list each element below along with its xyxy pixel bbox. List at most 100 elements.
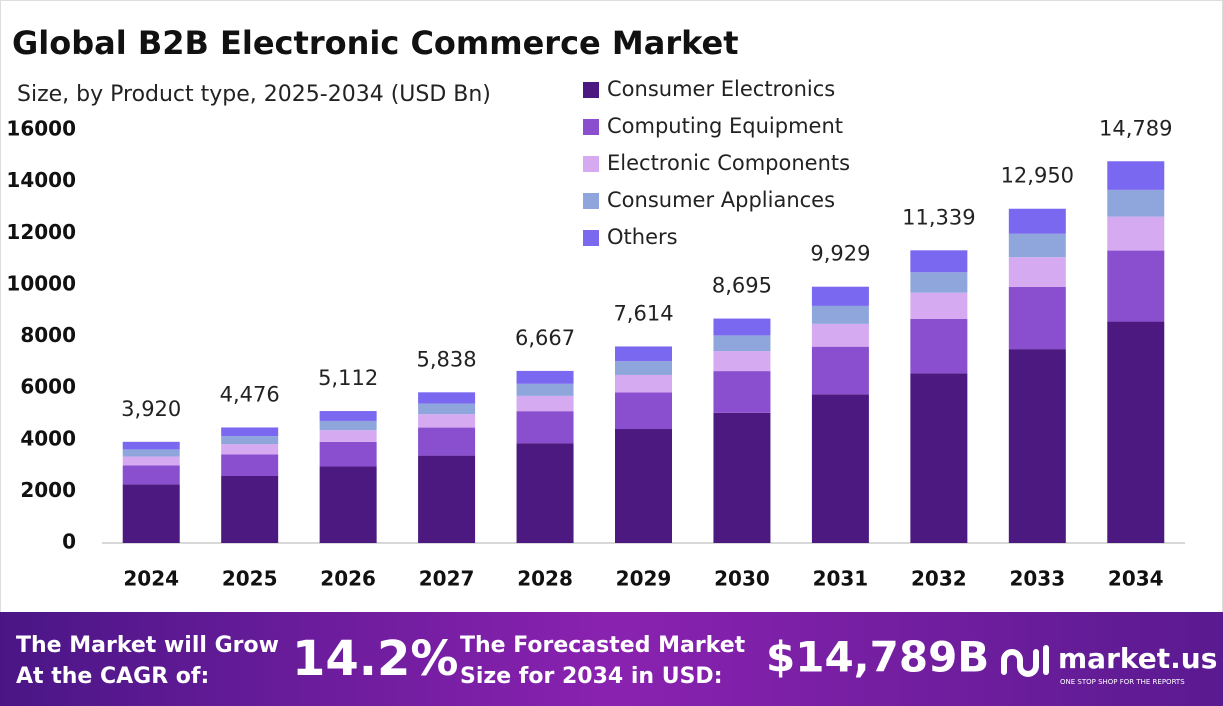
x-tick-label: 2031 [813, 567, 869, 591]
bar-segment [319, 441, 377, 467]
total-label: 6,667 [515, 326, 575, 350]
bar-segment [516, 411, 574, 444]
bar-segment [221, 427, 279, 437]
bar-segment [1107, 321, 1165, 543]
legend-label: Computing Equipment [607, 114, 843, 138]
x-tick-label: 2034 [1108, 567, 1164, 591]
bar-segment [713, 351, 771, 372]
y-tick-label: 12000 [6, 220, 76, 244]
x-tick-label: 2026 [320, 567, 376, 591]
cagr-text: The Market will Grow [16, 633, 279, 658]
bar-segment [122, 465, 180, 485]
y-tick-label: 0 [62, 530, 76, 554]
bar-segment [1008, 257, 1066, 287]
legend-label: Electronic Components [607, 151, 850, 175]
bar-segment [221, 444, 279, 455]
brand-name: market.us [1058, 642, 1217, 675]
size-text: Size for 2034 in USD: [460, 664, 723, 689]
bar-segment [418, 392, 476, 404]
bar-segment [615, 429, 672, 543]
y-tick-label: 6000 [20, 375, 76, 399]
bar-segment [1107, 161, 1165, 190]
bar-segment [319, 466, 377, 543]
bar-segment [910, 272, 968, 293]
bar-segment [319, 411, 377, 421]
y-tick-label: 16000 [6, 117, 76, 141]
brand-logo [1001, 645, 1049, 677]
legend-swatch [583, 156, 599, 172]
legend: Consumer Electronics Computing Equipment E… [583, 77, 850, 249]
bar-segment [615, 374, 672, 393]
total-label: 7,614 [613, 301, 673, 325]
y-tick-label: 14000 [6, 168, 76, 192]
bar-segment [713, 335, 771, 352]
brand-tagline: ONE STOP SHOP FOR THE REPORTS [1060, 678, 1185, 686]
y-tick-label: 8000 [20, 323, 76, 347]
bar-segment [221, 436, 279, 445]
bar-segment [418, 403, 476, 415]
bar-segment [615, 346, 672, 362]
y-tick-label: 4000 [20, 426, 76, 450]
bar-segment [713, 318, 771, 336]
bar-segment [1008, 233, 1066, 258]
cagr-text: At the CAGR of: [16, 664, 209, 689]
x-tick-label: 2033 [1009, 567, 1065, 591]
bar-segment [319, 430, 377, 442]
bar-segment [811, 346, 869, 395]
total-label: 8,695 [712, 274, 772, 298]
legend-label: Others [607, 225, 678, 249]
total-label: 12,950 [1001, 164, 1074, 188]
size-text: The Forecasted Market [460, 633, 746, 658]
bar-segment [1008, 286, 1066, 350]
bar-segment [418, 427, 476, 456]
bar-segment [122, 456, 180, 466]
legend-label: Consumer Electronics [607, 77, 835, 101]
bar-segment [122, 484, 180, 543]
total-label: 3,920 [121, 397, 181, 421]
chart-subtitle: Size, by Product type, 2025-2034 (USD Bn… [17, 82, 491, 107]
bar-segment [1008, 349, 1066, 543]
bar-segment [516, 383, 574, 396]
bar-segment [910, 373, 968, 543]
bar-segment [615, 392, 672, 430]
size-value: $14,789B [766, 633, 989, 682]
legend-swatch [583, 82, 599, 98]
bar-segment [615, 361, 672, 375]
cagr-value: 14.2% [292, 631, 459, 687]
bar-segment [1107, 250, 1165, 322]
x-tick-label: 2029 [616, 567, 672, 591]
x-tick-label: 2025 [222, 567, 278, 591]
bar-segment [221, 454, 279, 476]
footer-band [0, 612, 1223, 706]
legend-swatch [583, 230, 599, 246]
bar-segment [516, 395, 574, 412]
bar-segment [516, 370, 574, 384]
total-label: 11,339 [902, 205, 975, 229]
legend-swatch [583, 119, 599, 135]
total-label: 5,838 [417, 347, 477, 371]
legend-swatch [583, 193, 599, 209]
bar-segment [1008, 208, 1066, 234]
x-tick-label: 2030 [714, 567, 770, 591]
x-tick-label: 2032 [911, 567, 967, 591]
total-label: 14,789 [1099, 116, 1172, 140]
x-tick-label: 2027 [419, 567, 475, 591]
y-tick-label: 2000 [20, 478, 76, 502]
bar-segment [418, 414, 476, 428]
bar-segment [713, 371, 771, 413]
x-tick-label: 2028 [517, 567, 573, 591]
legend-label: Consumer Appliances [607, 188, 835, 212]
x-tick-label: 2024 [123, 567, 179, 591]
bar-segment [811, 323, 869, 347]
bar-segment [418, 455, 476, 543]
bar-segment [811, 394, 869, 543]
bar-segment [1107, 216, 1165, 251]
bar-segment [516, 443, 574, 543]
bar-segment [811, 305, 869, 324]
bar-segment [1107, 189, 1165, 217]
bar-segment [122, 449, 180, 457]
bar-segment [811, 286, 869, 306]
bar-segment [221, 475, 279, 543]
